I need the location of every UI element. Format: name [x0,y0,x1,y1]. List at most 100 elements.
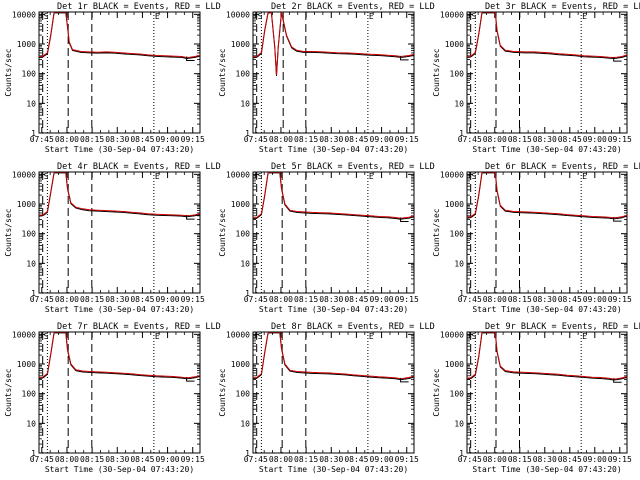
x-tick-label: 08:30 [105,455,129,464]
y-tick-label: 100 [22,390,37,399]
x-tick-label: 09:15 [608,135,632,144]
panel-title: Det 5r BLACK = Events, RED = LLD [271,162,435,172]
events-series-line [467,172,627,220]
x-tick-label: 07:45 [458,455,482,464]
y-tick-label: 10000 [226,330,250,339]
x-axis-label: Start Time (30-Sep-04 07:43:20) [45,305,194,314]
y-tick-label: 100 [236,390,251,399]
y-tick-label: 1000 [17,40,36,49]
y-tick-label: 1000 [445,360,464,369]
x-tick-label: 09:00 [583,295,607,304]
y-tick-label: 1 [245,449,250,458]
lld-series-line [253,12,414,76]
y-tick-label: 1000 [445,200,464,209]
panel-det-1: Det 1r BLACK = Events, RED = LLD 1 10 100 10… [4,2,221,154]
x-tick-label: 09:15 [181,135,205,144]
x-tick-label: 09:15 [395,455,419,464]
x-tick-label: 08:30 [533,295,557,304]
e-marker: E [369,332,374,341]
s-marker: S [258,332,263,341]
x-tick-label: 08:00 [55,295,79,304]
x-tick-label: 09:15 [395,135,419,144]
x-tick-label: 09:00 [370,135,394,144]
x-tick-label: 09:00 [583,135,607,144]
events-step-artifact [400,55,409,61]
plot-frame [252,171,415,294]
x-tick-label: 08:30 [319,135,343,144]
x-axis-label: Start Time (30-Sep-04 07:43:20) [45,145,194,154]
panel-title: Det 6r BLACK = Events, RED = LLD [485,162,640,172]
x-tick-label: 08:45 [344,135,368,144]
panel-title: Det 9r BLACK = Events, RED = LLD [485,322,640,332]
s-marker: S [258,172,263,181]
x-tick-label: 08:00 [55,455,79,464]
x-tick-label: 07:45 [30,295,54,304]
y-tick-label: 10 [454,259,464,268]
y-tick-label: 1000 [445,40,464,49]
x-tick-label: 08:15 [80,455,104,464]
events-series-line [253,332,414,381]
y-tick-label: 1 [459,289,464,298]
e-marker: E [582,172,587,181]
e-marker: E [369,172,374,181]
x-tick-label: 09:00 [583,455,607,464]
x-tick-label: 09:15 [608,295,632,304]
events-step-artifact [613,57,622,62]
x-tick-label: 08:00 [483,455,507,464]
panel-det-2: Det 2r BLACK = Events, RED = LLD 1 10 100 10… [218,2,435,154]
y-tick-label: 100 [22,70,37,79]
y-tick-label: 100 [236,70,251,79]
e-marker: E [369,12,374,21]
y-tick-label: 10 [240,99,250,108]
plot-frame [252,11,415,134]
x-tick-label: 08:00 [269,295,293,304]
lld-series-line [253,332,414,380]
x-tick-label: 08:00 [269,135,293,144]
lld-series-line [467,172,627,219]
panel-title: Det 7r BLACK = Events, RED = LLD [57,322,221,332]
y-tick-label: 1000 [17,200,36,209]
y-tick-label: 1 [31,129,36,138]
x-tick-label: 08:30 [319,455,343,464]
x-tick-label: 08:30 [105,135,129,144]
y-tick-label: 1 [459,449,464,458]
x-tick-label: 09:15 [181,455,205,464]
events-series-line [253,172,414,220]
x-axis-label: Start Time (30-Sep-04 07:43:20) [472,305,621,314]
x-tick-label: 08:45 [344,295,368,304]
plot-frame [252,331,415,454]
x-tick-label: 09:15 [395,295,419,304]
y-axis-label: Counts/sec [432,368,441,416]
plot-frame [38,171,201,294]
y-tick-label: 100 [450,390,465,399]
plot-frame [38,11,201,134]
s-marker: S [44,12,49,21]
y-tick-label: 100 [450,70,465,79]
x-axis-label: Start Time (30-Sep-04 07:43:20) [259,465,408,474]
x-tick-label: 08:00 [55,135,79,144]
s-marker: S [44,172,49,181]
x-tick-label: 09:15 [181,295,205,304]
x-tick-label: 08:15 [80,135,104,144]
panel-title: Det 3r BLACK = Events, RED = LLD [485,2,640,12]
y-axis-label: Counts/sec [4,208,13,256]
y-axis-label: Counts/sec [432,208,441,256]
e-marker: E [155,172,160,181]
y-tick-label: 1 [245,289,250,298]
x-axis-label: Start Time (30-Sep-04 07:43:20) [259,145,408,154]
y-tick-label: 10 [454,99,464,108]
y-tick-label: 10000 [440,10,464,19]
y-tick-label: 10000 [440,330,464,339]
y-tick-label: 10000 [226,170,250,179]
e-marker: E [582,12,587,21]
events-series-line [467,332,627,381]
y-tick-label: 1000 [231,360,250,369]
x-tick-label: 08:00 [483,295,507,304]
x-axis-label: Start Time (30-Sep-04 07:43:20) [259,305,408,314]
panel-title: Det 8r BLACK = Events, RED = LLD [271,322,435,332]
y-axis-label: Counts/sec [4,48,13,96]
x-tick-label: 08:45 [344,455,368,464]
y-tick-label: 10 [240,419,250,428]
y-tick-label: 10000 [440,170,464,179]
